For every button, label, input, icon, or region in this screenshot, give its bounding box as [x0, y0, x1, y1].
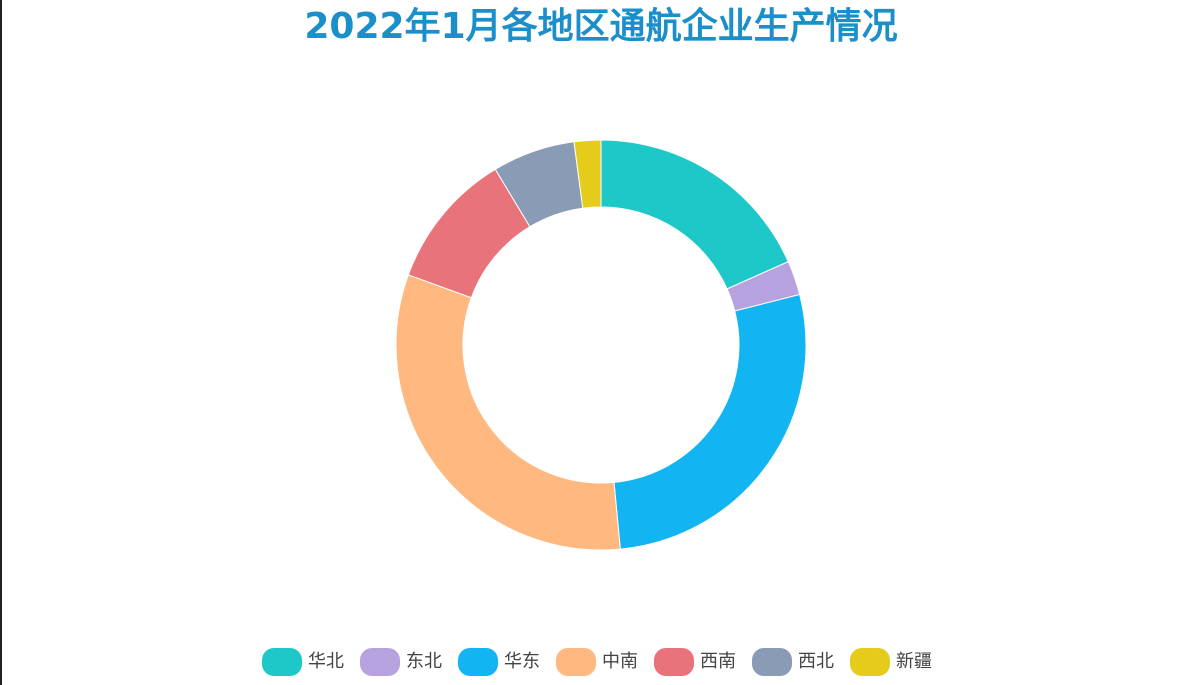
legend-swatch[interactable] — [458, 648, 498, 676]
legend-swatch[interactable] — [360, 648, 400, 676]
legend-label[interactable]: 华北 — [308, 651, 344, 672]
legend-label[interactable]: 华东 — [504, 651, 540, 672]
legend-label[interactable]: 西北 — [798, 651, 834, 672]
donut-slice — [395, 274, 621, 551]
legend-swatch[interactable] — [556, 648, 596, 676]
donut-slice — [613, 293, 807, 550]
legend-swatch[interactable] — [850, 648, 890, 676]
legend-swatch[interactable] — [752, 648, 792, 676]
legend-swatch[interactable] — [262, 648, 302, 676]
legend-swatch[interactable] — [654, 648, 694, 676]
legend-label[interactable]: 西南 — [700, 651, 736, 672]
chart-title: 2022年1月各地区通航企业生产情况 — [304, 5, 897, 47]
legend-label[interactable]: 中南 — [602, 651, 638, 672]
donut-slice — [600, 139, 789, 290]
legend-label[interactable]: 新疆 — [896, 651, 932, 672]
legend-label[interactable]: 东北 — [406, 651, 442, 672]
donut-slice — [573, 139, 602, 209]
